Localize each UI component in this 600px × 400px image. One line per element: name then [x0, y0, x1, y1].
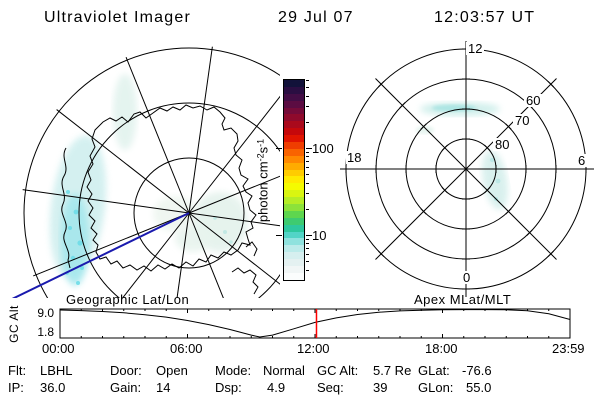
apex-panel-caption: Apex MLat/MLT: [414, 292, 512, 307]
mode-label: Mode:: [215, 363, 252, 378]
mlt-18-label: 18: [347, 150, 361, 165]
flt-label: Flt:: [8, 363, 27, 378]
glon-value: 55.0: [466, 380, 492, 395]
seq-label: Seq:: [317, 380, 344, 395]
colorbar-tick-10: 10: [312, 228, 327, 243]
gc-alt-max-tick: 9.0: [37, 306, 54, 320]
mlat-70-label: 70: [515, 113, 529, 128]
hour-ticks: [80, 309, 550, 338]
strip-chart-frame: [59, 308, 571, 339]
xtick-1800: 18:00: [425, 341, 458, 356]
mlt-6-label: 6: [578, 153, 585, 168]
mlat-60-label: 60: [526, 93, 540, 108]
apex-polar-panel: 12 18 6 0 60 70 80: [340, 41, 594, 297]
seq-value: 39: [373, 380, 388, 395]
status-flt: Flt: LBHL: [8, 363, 73, 380]
gcalt-label: GC Alt:: [317, 363, 359, 378]
apex-labels: 12 18 6 0 60 70 80: [346, 41, 587, 285]
colorbar-units-sup2: -2: [255, 153, 266, 162]
geographic-map-panel: [11, 46, 280, 298]
colorbar-units-s: s: [255, 146, 271, 154]
status-mode: Mode: Normal: [215, 363, 305, 380]
door-value: Open: [156, 363, 188, 378]
door-label: Door:: [110, 363, 142, 378]
status-col-gcalt: GC Alt: 5.7 Re Seq: 39: [317, 363, 411, 397]
antarctica-coastline: [61, 104, 259, 295]
xtick-1200: 12:00: [297, 341, 330, 356]
status-gcalt: GC Alt: 5.7 Re: [317, 363, 411, 380]
status-seq: Seq: 39: [317, 380, 411, 397]
gain-label: Gain:: [110, 380, 142, 395]
status-dsp: Dsp: 4.9: [215, 380, 305, 397]
apex-grid: [340, 41, 594, 297]
orbit-track-line: [11, 212, 190, 298]
xtick-0000: 00:00: [42, 341, 75, 356]
status-col-mode: Mode: Normal Dsp: 4.9: [215, 363, 305, 397]
gc-alt-strip-chart: [59, 308, 571, 339]
mode-value: Normal: [263, 363, 305, 378]
status-col-glat: GLat: -76.6 GLon: 55.0: [418, 363, 492, 397]
status-col-flt: Flt: LBHL IP: 36.0: [8, 363, 73, 397]
colorbar-units-label: photon cm-2s-1: [256, 114, 271, 248]
status-ip: IP: 36.0: [8, 380, 73, 397]
dsp-label: Dsp:: [215, 380, 242, 395]
glat-label: GLat:: [418, 363, 450, 378]
mlt-0-label: 0: [463, 270, 470, 285]
colorbar-bands: [284, 80, 304, 280]
observation-date: 29 Jul 07: [278, 9, 354, 26]
colorbar-units-text: photon cm: [255, 161, 271, 223]
ip-value: 36.0: [40, 380, 66, 395]
page-title: Ultraviolet Imager: [44, 9, 191, 26]
xtick-0600: 06:00: [170, 341, 203, 356]
geo-panel-caption: Geographic Lat/Lon: [66, 292, 190, 307]
status-glon: GLon: 55.0: [418, 380, 492, 397]
aurora-emission-geo: [49, 74, 248, 286]
geographic-grid: [22, 46, 280, 298]
gcalt-value: 5.7 Re: [373, 363, 412, 378]
mlt-12-label: 12: [468, 41, 482, 56]
gc-alt-curve: [59, 309, 570, 338]
gc-alt-min-tick: 1.8: [37, 325, 54, 339]
status-gain: Gain: 14: [110, 380, 188, 397]
colorbar-units-sup1: -1: [255, 138, 266, 147]
dsp-value: 4.9: [267, 380, 286, 395]
colorbar: [276, 79, 312, 281]
gc-alt-axis-label: GC Alt: [7, 305, 21, 343]
colorbar-tick-100: 100: [312, 141, 334, 156]
status-door: Door: Open: [110, 363, 188, 380]
status-glat: GLat: -76.6: [418, 363, 492, 380]
xtick-2359: 23:59: [552, 341, 585, 356]
gain-value: 14: [156, 380, 171, 395]
mlat-80-label: 80: [495, 137, 509, 152]
flt-value: LBHL: [40, 363, 73, 378]
observation-time: 12:03:57 UT: [434, 9, 536, 26]
glat-value: -76.6: [462, 363, 492, 378]
glon-label: GLon:: [418, 380, 454, 395]
ip-label: IP:: [8, 380, 24, 395]
status-col-door: Door: Open Gain: 14: [110, 363, 188, 397]
